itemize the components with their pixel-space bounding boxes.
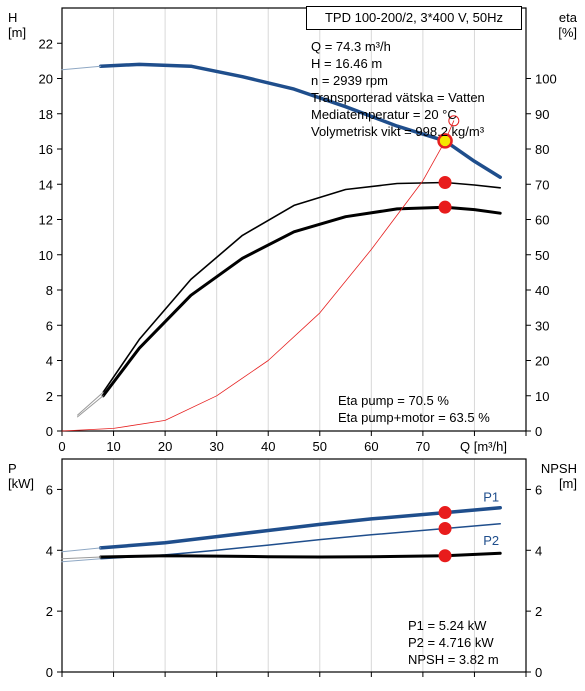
y-left-tick-label: 2 bbox=[46, 604, 53, 619]
power-panel-frame bbox=[61, 458, 527, 673]
y-right-tick-label: 0 bbox=[535, 665, 542, 680]
series-line bbox=[77, 395, 104, 418]
y-right-tick-label: 4 bbox=[535, 543, 542, 558]
power-info: P1 = 5.24 kW P2 = 4.716 kW NPSH = 3.82 m bbox=[408, 617, 499, 668]
y-right-tick-label: 20 bbox=[535, 354, 549, 369]
data-point-marker bbox=[438, 521, 452, 535]
y-right-axis-unit: [m] bbox=[559, 476, 577, 491]
y-left-tick-label: 14 bbox=[39, 177, 53, 192]
y-left-tick-label: 0 bbox=[46, 665, 53, 680]
info-p2: P2 = 4.716 kW bbox=[408, 635, 494, 650]
info-flow: Q = 74.3 m³/h bbox=[311, 39, 391, 54]
y-left-tick-label: 18 bbox=[39, 107, 53, 122]
y-left-tick-label: 10 bbox=[39, 248, 53, 263]
x-tick-label: 10 bbox=[106, 439, 120, 454]
y-right-axis-unit: [%] bbox=[558, 25, 577, 40]
info-speed: n = 2939 rpm bbox=[311, 73, 388, 88]
data-point-marker bbox=[438, 175, 452, 189]
series-line bbox=[98, 62, 502, 179]
series-line bbox=[99, 523, 501, 560]
x-tick-label: 50 bbox=[313, 439, 327, 454]
series-line bbox=[101, 205, 502, 398]
x-tick-label: 60 bbox=[364, 439, 378, 454]
series-line bbox=[61, 120, 455, 432]
y-right-tick-label: 2 bbox=[535, 604, 542, 619]
y-right-tick-label: 60 bbox=[535, 213, 549, 228]
y-left-tick-label: 12 bbox=[39, 213, 53, 228]
x-tick-label: 30 bbox=[209, 439, 223, 454]
info-npsh: NPSH = 3.82 m bbox=[408, 652, 499, 667]
series-line bbox=[61, 556, 102, 560]
y-right-tick-label: 30 bbox=[535, 318, 549, 333]
x-tick-label: 70 bbox=[416, 439, 430, 454]
y-right-tick-label: 50 bbox=[535, 248, 549, 263]
efficiency-info: Eta pump = 70.5 % Eta pump+motor = 63.5 … bbox=[338, 392, 490, 426]
info-eta-pump-motor: Eta pump+motor = 63.5 % bbox=[338, 410, 490, 425]
y-right-axis-name: eta bbox=[559, 10, 578, 25]
data-point-marker bbox=[438, 506, 452, 520]
x-tick-label: 0 bbox=[58, 439, 65, 454]
y-left-tick-label: 6 bbox=[46, 482, 53, 497]
y-left-axis-unit: [m] bbox=[8, 25, 26, 40]
y-left-tick-label: 4 bbox=[46, 543, 53, 558]
x-tick-label: 40 bbox=[261, 439, 275, 454]
series-line bbox=[99, 551, 502, 559]
series-line bbox=[61, 65, 102, 71]
info-head: H = 16.46 m bbox=[311, 56, 383, 71]
x-tick-label: 20 bbox=[158, 439, 172, 454]
y-left-tick-label: 4 bbox=[46, 354, 53, 369]
y-left-tick-label: 16 bbox=[39, 142, 53, 157]
y-left-axis-name: H bbox=[8, 10, 17, 25]
series-line bbox=[102, 181, 501, 393]
info-liquid: Transporterad vätska = Vatten bbox=[311, 90, 485, 105]
series-line bbox=[98, 505, 502, 550]
y-right-tick-label: 10 bbox=[535, 389, 549, 404]
x-axis-label: Q [m³/h] bbox=[460, 439, 507, 454]
open-point-marker bbox=[448, 115, 460, 127]
y-right-tick-label: 70 bbox=[535, 177, 549, 192]
y-left-tick-label: 22 bbox=[39, 36, 53, 51]
info-p1: P1 = 5.24 kW bbox=[408, 618, 487, 633]
y-left-axis-name: P bbox=[8, 461, 17, 476]
series-label-p2: P2 bbox=[483, 533, 499, 548]
y-left-tick-label: 6 bbox=[46, 318, 53, 333]
operating-info: Q = 74.3 m³/h H = 16.46 m n = 2939 rpm T… bbox=[311, 38, 485, 140]
series-line bbox=[61, 547, 102, 553]
duty-point-marker bbox=[437, 133, 453, 149]
y-right-tick-label: 80 bbox=[535, 142, 549, 157]
y-left-tick-label: 8 bbox=[46, 283, 53, 298]
y-left-tick-label: 20 bbox=[39, 72, 53, 87]
y-right-axis-name: NPSH bbox=[541, 461, 577, 476]
series-line bbox=[61, 558, 102, 563]
y-left-axis-unit: [kW] bbox=[8, 476, 34, 491]
y-right-tick-label: 40 bbox=[535, 283, 549, 298]
series-label-p1: P1 bbox=[483, 490, 499, 505]
info-temperature: Mediatemperatur = 20 °C bbox=[311, 107, 457, 122]
y-right-tick-label: 100 bbox=[535, 72, 557, 87]
y-left-tick-label: 0 bbox=[46, 424, 53, 439]
info-density: Volymetrisk vikt = 998.2 kg/m³ bbox=[311, 124, 485, 139]
series-line bbox=[77, 391, 104, 416]
y-right-tick-label: 6 bbox=[535, 482, 542, 497]
y-right-tick-label: 0 bbox=[535, 424, 542, 439]
y-right-tick-label: 90 bbox=[535, 107, 549, 122]
y-left-tick-label: 2 bbox=[46, 389, 53, 404]
data-point-marker bbox=[438, 549, 452, 563]
data-point-marker bbox=[438, 200, 452, 214]
chart-title: TPD 100-200/2, 3*400 V, 50Hz bbox=[306, 6, 522, 30]
info-eta-pump: Eta pump = 70.5 % bbox=[338, 393, 449, 408]
